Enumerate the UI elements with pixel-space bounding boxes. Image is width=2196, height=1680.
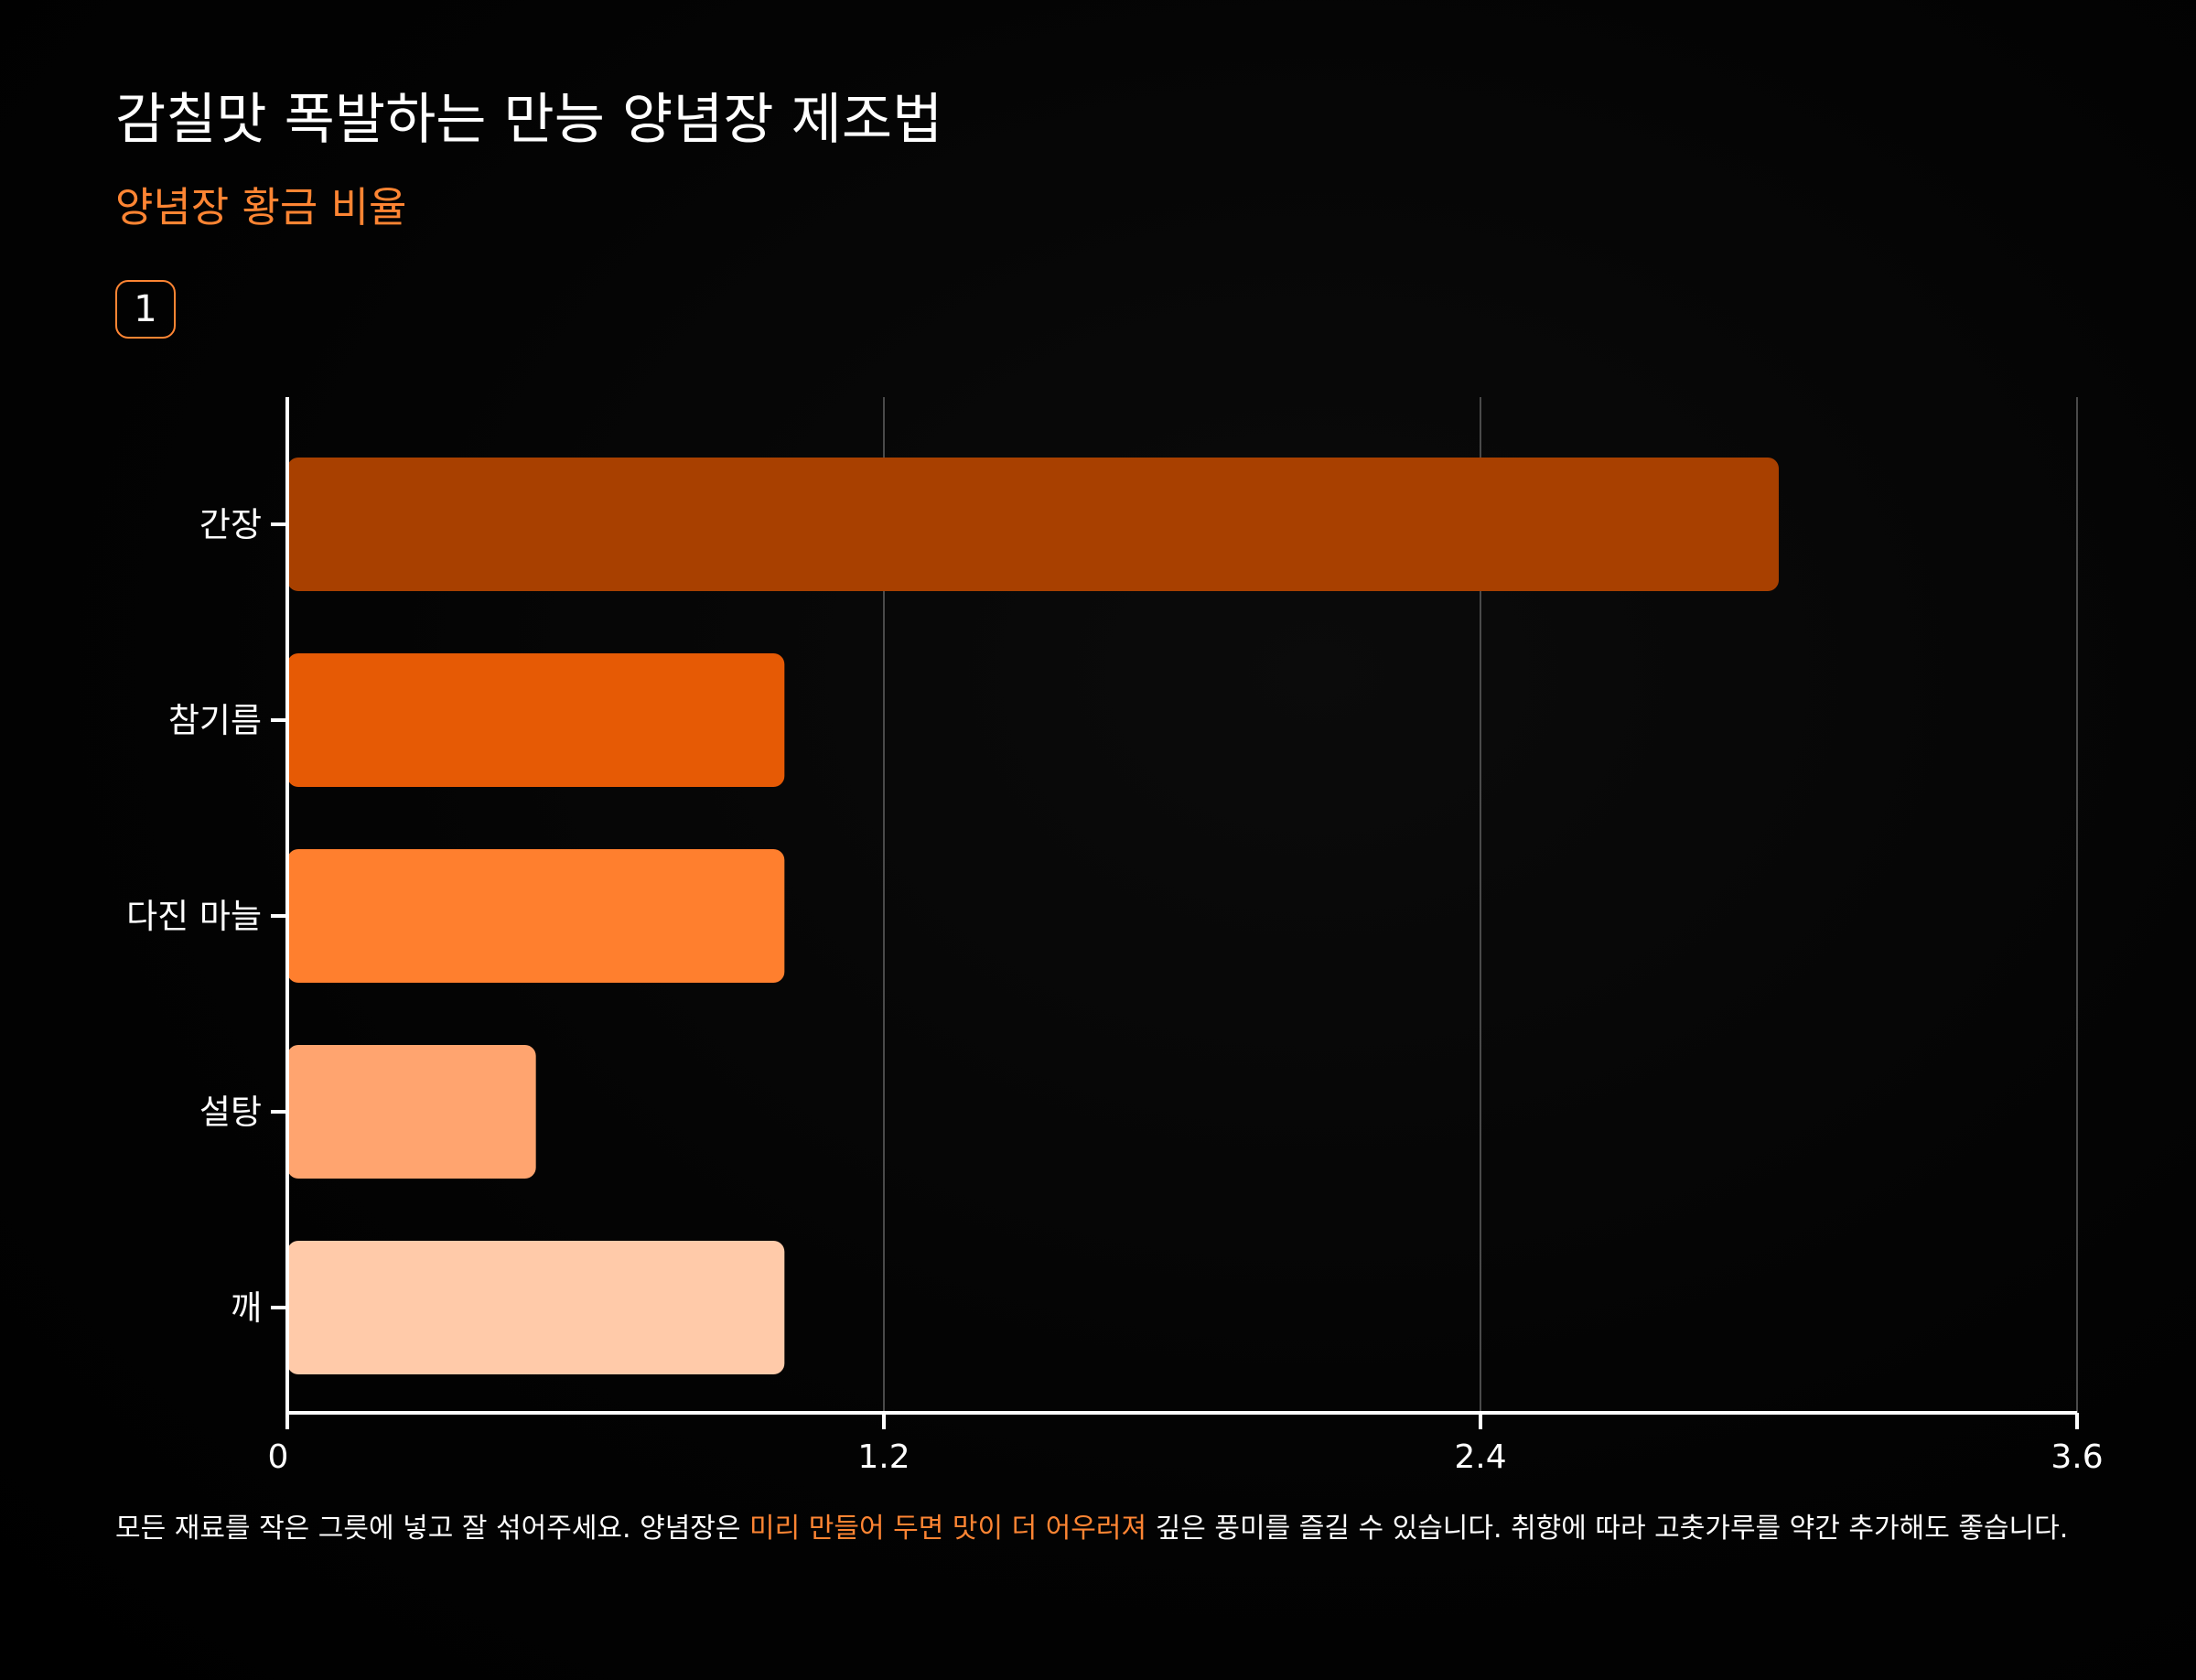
y-tick-label: 깨 [231, 1288, 262, 1328]
y-tick-label: 다진 마늘 [126, 897, 262, 936]
bar-0 [287, 458, 1779, 591]
footnote: 모든 재료를 작은 그릇에 넣고 잘 섞어주세요. 양념장은 미리 만들어 두면… [115, 1506, 2083, 1552]
footnote-highlight: 미리 만들어 두면 맛이 더 어우러져 [749, 1513, 1147, 1545]
y-tick-label: 간장 [199, 505, 262, 544]
footnote-text-end: 깊은 풍미를 즐길 수 있습니다. 취향에 따라 고춧가루를 약간 추가해도 좋… [1146, 1513, 2069, 1545]
bar-2 [287, 849, 785, 983]
x-tick-label: 2.4 [1454, 1438, 1506, 1476]
chart-subtitle: 양념장 황금 비율 [115, 183, 407, 232]
y-tick-label: 설탕 [199, 1093, 262, 1132]
footnote-text: 모든 재료를 작은 그릇에 넣고 잘 섞어주세요. 양념장은 [115, 1513, 750, 1545]
y-tick-label: 참기름 [168, 701, 262, 740]
step-badge: 1 [115, 280, 176, 339]
bar-4 [287, 1241, 785, 1374]
x-tick-label: 0 [268, 1438, 289, 1476]
x-tick-label: 3.6 [2051, 1438, 2103, 1476]
chart-title: 감칠맛 폭발하는 만능 양념장 제조법 [115, 88, 943, 152]
bars [287, 458, 1779, 1374]
x-tick-label: 1.2 [857, 1438, 910, 1476]
bar-1 [287, 653, 785, 787]
bar-3 [287, 1045, 536, 1179]
